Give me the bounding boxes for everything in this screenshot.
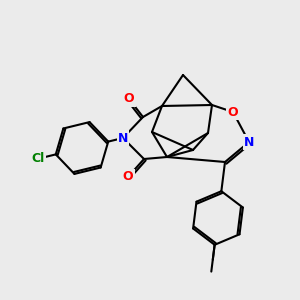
Text: O: O	[228, 106, 238, 118]
Text: N: N	[118, 131, 128, 145]
Text: N: N	[244, 136, 254, 148]
Text: O: O	[123, 170, 133, 184]
Text: Cl: Cl	[32, 152, 45, 165]
Text: O: O	[124, 92, 134, 106]
